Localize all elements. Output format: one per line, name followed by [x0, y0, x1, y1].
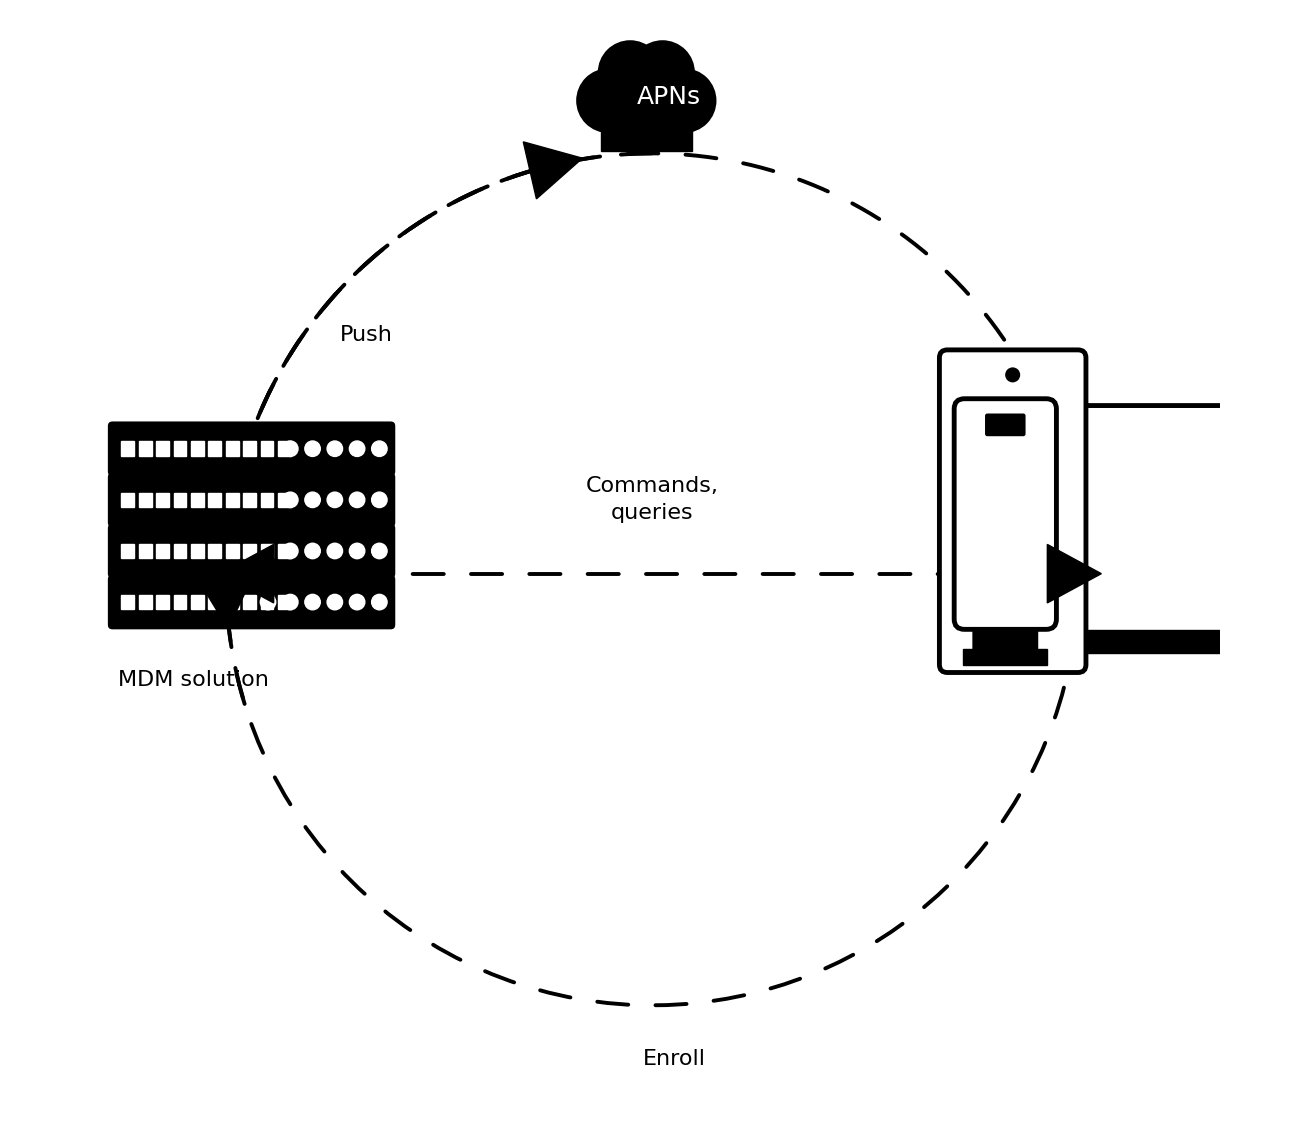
Circle shape [372, 543, 387, 559]
Bar [226, 544, 239, 558]
Circle shape [283, 543, 299, 559]
Bar [243, 595, 256, 609]
Bar [999, 630, 1254, 653]
Bar [138, 493, 151, 507]
Bar [173, 595, 186, 609]
Bar [243, 493, 256, 507]
Circle shape [349, 543, 365, 559]
Bar [261, 442, 274, 456]
Bar [209, 442, 222, 456]
Text: APNs: APNs [636, 84, 702, 109]
Circle shape [652, 68, 716, 133]
Circle shape [327, 543, 343, 559]
FancyBboxPatch shape [108, 575, 395, 629]
Bar [138, 595, 151, 609]
Circle shape [576, 68, 642, 133]
Circle shape [327, 441, 343, 457]
FancyBboxPatch shape [601, 103, 691, 151]
FancyBboxPatch shape [985, 414, 1025, 436]
Circle shape [372, 492, 387, 508]
Circle shape [597, 40, 662, 105]
Bar [173, 493, 186, 507]
Polygon shape [1047, 544, 1102, 603]
Circle shape [1005, 368, 1020, 382]
Text: Push: Push [339, 325, 393, 345]
FancyBboxPatch shape [108, 473, 395, 527]
Bar [138, 544, 151, 558]
Circle shape [305, 441, 321, 457]
FancyBboxPatch shape [955, 399, 1056, 629]
Circle shape [630, 40, 695, 105]
Bar [121, 595, 134, 609]
Circle shape [305, 594, 321, 610]
Bar [138, 442, 151, 456]
Circle shape [327, 594, 343, 610]
Bar [190, 442, 203, 456]
Circle shape [349, 594, 365, 610]
Text: Commands,
queries: Commands, queries [585, 476, 719, 523]
Circle shape [283, 441, 299, 457]
Bar [278, 493, 291, 507]
Circle shape [283, 594, 299, 610]
Text: MDM solution: MDM solution [119, 670, 269, 691]
FancyBboxPatch shape [939, 350, 1086, 673]
Bar [121, 493, 134, 507]
Bar [190, 595, 203, 609]
Bar [121, 442, 134, 456]
Bar [261, 493, 274, 507]
Circle shape [261, 594, 275, 610]
FancyBboxPatch shape [108, 524, 395, 578]
Bar [243, 442, 256, 456]
Bar [156, 442, 170, 456]
Circle shape [349, 441, 365, 457]
Bar [156, 544, 170, 558]
Bar [226, 442, 239, 456]
Bar [121, 544, 134, 558]
Circle shape [327, 492, 343, 508]
Bar [209, 595, 222, 609]
Polygon shape [219, 544, 274, 603]
FancyBboxPatch shape [108, 421, 395, 476]
Circle shape [349, 492, 365, 508]
Bar [156, 493, 170, 507]
Bar [190, 544, 203, 558]
Polygon shape [196, 574, 254, 628]
Bar [209, 544, 222, 558]
Bar [278, 442, 291, 456]
FancyBboxPatch shape [998, 406, 1256, 641]
Bar [261, 595, 274, 609]
Circle shape [283, 492, 299, 508]
Circle shape [372, 441, 387, 457]
Bar [261, 544, 274, 558]
Circle shape [305, 543, 321, 559]
Circle shape [601, 62, 691, 153]
Bar [173, 442, 186, 456]
Bar [156, 595, 170, 609]
Bar [226, 493, 239, 507]
Circle shape [372, 594, 387, 610]
Bar [190, 493, 203, 507]
Bar [278, 595, 291, 609]
Bar [278, 544, 291, 558]
Bar [226, 595, 239, 609]
Bar [209, 493, 222, 507]
Circle shape [305, 492, 321, 508]
Text: Enroll: Enroll [643, 1049, 707, 1069]
Bar [964, 649, 1047, 665]
FancyBboxPatch shape [973, 617, 1038, 653]
Polygon shape [523, 142, 583, 199]
Bar [243, 544, 256, 558]
Bar [173, 544, 186, 558]
